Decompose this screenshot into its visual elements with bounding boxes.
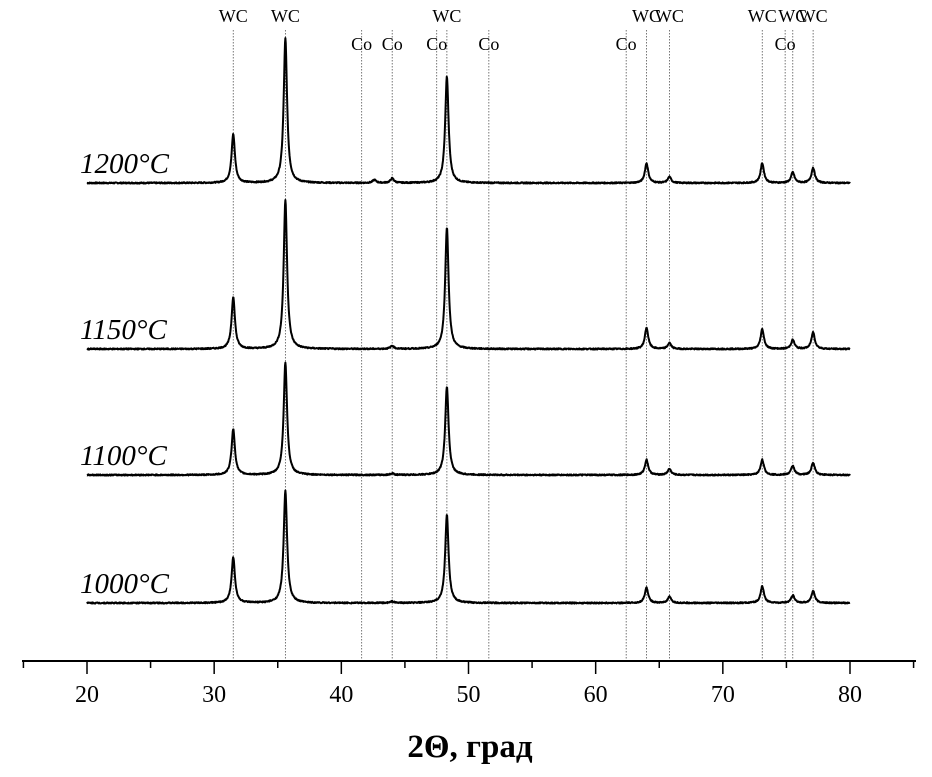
reference-label-wc: WC (778, 6, 807, 26)
series-label: 1100°C (80, 440, 167, 472)
reference-label-co: Co (775, 34, 796, 54)
x-tick-label: 40 (329, 682, 353, 708)
curve-labels: 1200°C 1150°C 1100°C 1000°C (80, 148, 170, 600)
reference-label-co: Co (478, 34, 499, 54)
series-line (86, 489, 851, 605)
reference-label-co: Co (382, 34, 403, 54)
reference-label-co: Co (351, 34, 372, 54)
reference-label-wc: WC (219, 6, 248, 26)
x-tick-label: 30 (202, 682, 226, 708)
x-tick-label: 70 (711, 682, 735, 708)
series-label: 1200°C (80, 148, 170, 180)
series-label: 1150°C (80, 314, 167, 346)
reference-label-wc: WC (748, 6, 777, 26)
diffraction-curves (86, 37, 851, 605)
x-axis: 20 30 40 50 60 70 80 (22, 660, 916, 708)
reference-label-co: Co (616, 34, 637, 54)
series-line (86, 361, 851, 477)
series-line (86, 199, 851, 351)
reference-label-wc: WC (432, 6, 461, 26)
x-axis-title: 2Θ, град (407, 729, 533, 765)
reference-label-wc: WC (271, 6, 300, 26)
series-line (86, 37, 851, 185)
reference-label-co: Co (426, 34, 447, 54)
series-label: 1000°C (80, 568, 170, 600)
reference-label-wc: WC (655, 6, 684, 26)
x-tick-label: 20 (75, 682, 99, 708)
x-tick-label: 60 (584, 682, 608, 708)
x-tick-label: 80 (838, 682, 862, 708)
reference-lines (232, 30, 814, 661)
reference-label-wc: WC (632, 6, 661, 26)
x-tick-label: 50 (457, 682, 481, 708)
reference-label-wc: WC (799, 6, 828, 26)
